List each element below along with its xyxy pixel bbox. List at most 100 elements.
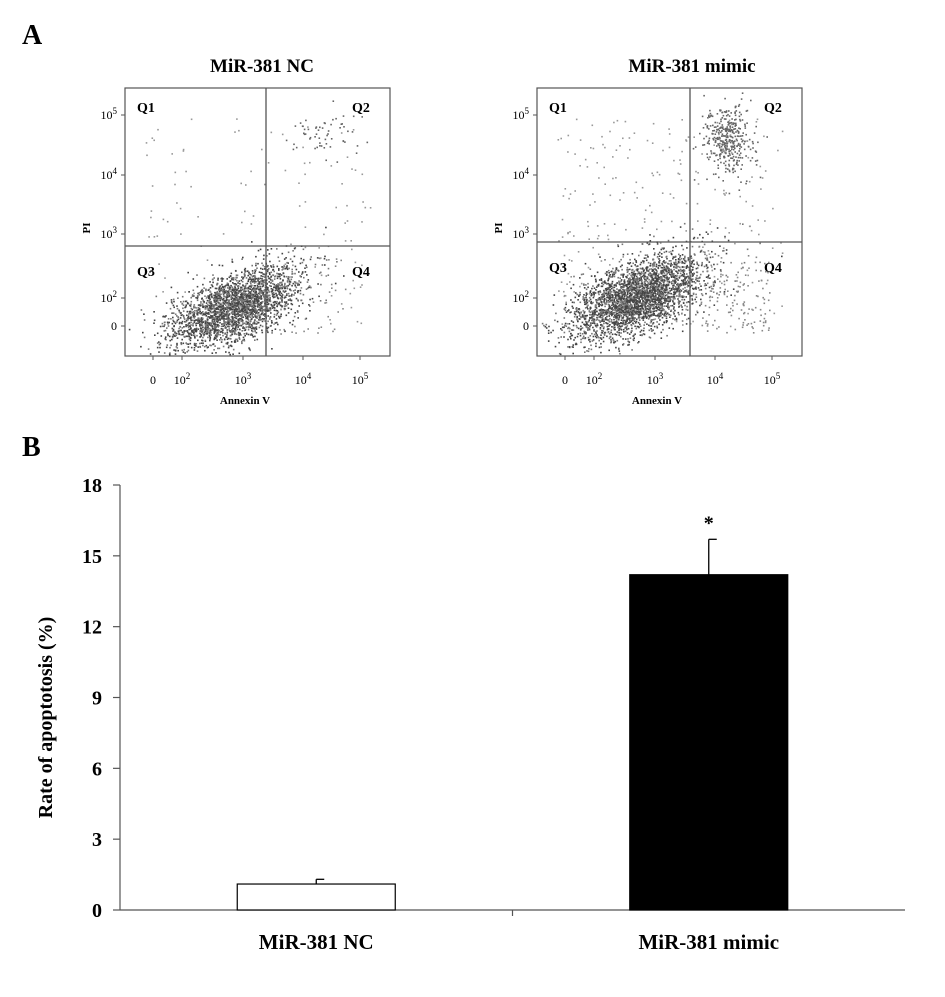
event-dot	[188, 335, 191, 338]
event-dot	[230, 308, 232, 311]
event-dot	[630, 331, 632, 334]
event-dot	[297, 299, 299, 302]
event-dot	[595, 336, 598, 339]
event-dot	[206, 308, 208, 310]
event-dot	[240, 310, 243, 312]
event-dot	[308, 286, 310, 289]
event-dot	[660, 331, 663, 334]
event-dot	[215, 293, 217, 296]
event-dot	[655, 285, 657, 288]
event-dot	[639, 316, 641, 319]
event-dot	[238, 290, 240, 292]
event-dot	[608, 305, 611, 308]
event-dot	[617, 294, 620, 296]
event-dot	[340, 303, 343, 305]
event-dot	[272, 292, 275, 294]
event-dot	[641, 307, 644, 310]
event-dot	[286, 268, 289, 271]
event-dot	[266, 296, 268, 298]
event-dot	[235, 308, 237, 310]
event-dot	[253, 275, 255, 277]
event-dot	[182, 351, 185, 353]
event-dot	[607, 303, 610, 306]
event-dot	[678, 313, 680, 316]
event-dot	[238, 337, 241, 339]
event-dot	[290, 278, 293, 281]
event-dot	[575, 310, 578, 313]
event-dot	[708, 261, 711, 263]
event-dot	[176, 315, 178, 317]
event-dot	[175, 332, 178, 335]
event-dot	[631, 299, 633, 301]
event-dot	[273, 307, 276, 309]
event-dot	[223, 292, 226, 294]
event-dot	[297, 311, 299, 313]
event-dot	[607, 296, 609, 298]
event-dot	[679, 300, 681, 303]
event-dot	[654, 275, 656, 277]
event-dot	[657, 317, 660, 319]
event-dot	[201, 339, 204, 342]
event-dot	[650, 279, 652, 282]
event-dot	[659, 303, 662, 306]
event-dot	[329, 319, 331, 321]
event-dot	[623, 295, 626, 298]
event-dot	[632, 296, 635, 299]
event-dot	[213, 311, 215, 314]
event-dot	[266, 299, 269, 301]
event-dot	[218, 314, 221, 316]
event-dot	[215, 308, 218, 310]
event-dot	[609, 306, 611, 308]
event-dot	[659, 313, 661, 315]
event-dot	[244, 267, 247, 270]
event-dot	[323, 122, 326, 124]
event-dot	[686, 290, 688, 293]
event-dot	[230, 305, 233, 307]
event-dot	[261, 331, 264, 334]
event-dot	[275, 302, 278, 305]
event-dot	[233, 289, 236, 291]
event-dot	[647, 270, 650, 272]
event-dot	[205, 320, 208, 323]
event-dot	[143, 336, 146, 339]
event-dot	[268, 284, 271, 287]
event-dot	[176, 342, 178, 345]
event-dot	[588, 310, 591, 312]
event-dot	[165, 302, 168, 304]
event-dot	[214, 313, 216, 315]
event-dot	[631, 308, 634, 310]
event-dot	[634, 293, 637, 295]
event-dot	[269, 298, 271, 301]
event-dot	[225, 336, 228, 338]
event-dot	[615, 316, 617, 319]
event-dot	[620, 304, 623, 306]
event-dot	[600, 309, 602, 311]
event-dot	[187, 317, 189, 319]
event-dot	[652, 283, 655, 285]
event-dot	[665, 305, 668, 307]
event-dot	[327, 274, 330, 276]
event-dot	[262, 318, 265, 321]
event-dot	[684, 279, 686, 282]
event-dot	[255, 302, 258, 304]
event-dot	[620, 291, 622, 294]
event-dot	[582, 315, 584, 318]
event-dot	[273, 293, 276, 296]
event-dot	[227, 284, 229, 287]
event-dot	[325, 226, 327, 229]
event-dot	[585, 331, 587, 334]
event-dot	[696, 237, 699, 239]
event-dot	[266, 295, 268, 297]
event-dot	[234, 278, 237, 281]
event-dot	[252, 312, 254, 315]
event-dot	[233, 323, 235, 325]
event-dot	[260, 289, 262, 292]
event-dot	[194, 310, 196, 312]
event-dot	[198, 321, 201, 324]
event-dot	[665, 315, 668, 318]
event-dot	[634, 274, 636, 277]
event-dot	[611, 275, 614, 277]
event-dot	[654, 288, 656, 291]
event-dot	[237, 320, 240, 323]
event-dot	[238, 319, 240, 322]
